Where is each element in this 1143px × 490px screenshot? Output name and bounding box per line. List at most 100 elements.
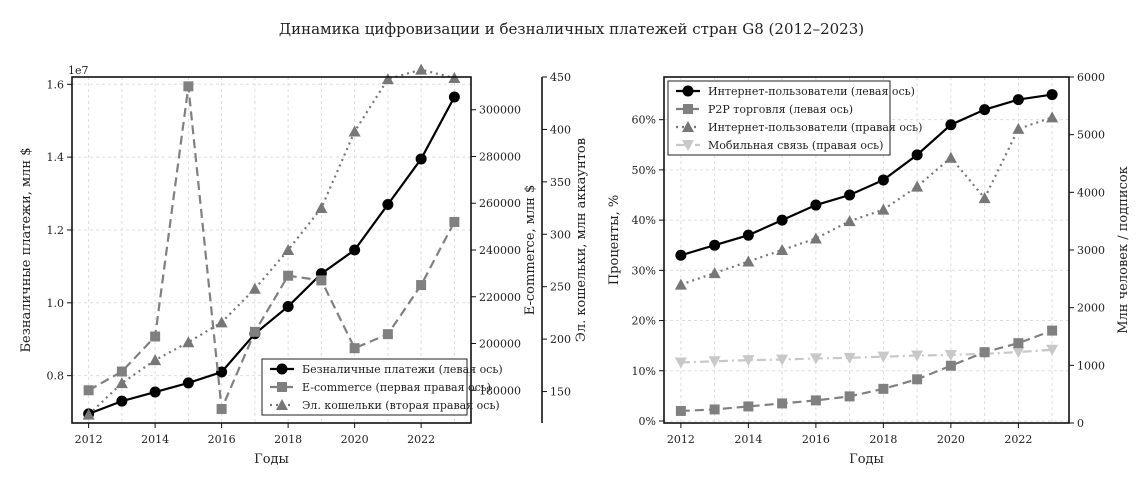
data-point [944,151,957,163]
data-point [979,347,990,358]
x-tick-label: 2020 [937,433,965,446]
x-tick-label: 2016 [208,433,236,446]
series-line-1 [88,86,456,414]
data-point [709,404,720,415]
series-line-0 [88,96,456,415]
data-point [381,73,394,85]
x-axis-label: Годы [849,452,884,467]
x-tick-label: 2018 [869,433,897,446]
data-point [810,395,821,406]
y-axis-label-right2: Эл. кошельки, млн аккаунтов [574,138,589,342]
data-point [215,316,228,328]
y-tick-label-right: 2000 [1077,302,1105,315]
x-axis-label: Годы [254,452,289,467]
data-point [843,352,856,364]
y-axis-label-right: Млн человек / подписок [1116,166,1131,334]
legend-digital: Интернет-пользователи (левая ось) P2P тор… [667,80,922,156]
x-tick-label: 2012 [667,433,695,446]
y-tick-label-right1: 280000 [479,150,521,163]
series-line-1 [680,329,1053,413]
data-point [675,405,686,416]
data-point [844,189,856,201]
y-tick-label-right2: 450 [550,71,571,84]
y-tick-label-right: 6000 [1077,71,1105,84]
data-point [449,216,460,227]
data-point [776,214,788,226]
data-point [911,149,923,161]
y-tick-label: 20% [632,315,656,328]
legend-label: Интернет-пользователи (правая ось) [708,121,922,134]
y-tick-label-right2: 150 [550,386,571,399]
data-point [877,351,890,363]
data-point [182,377,194,389]
data-point [1046,111,1059,123]
data-point [743,401,754,412]
series-line-2 [680,116,1053,286]
data-point [116,366,127,377]
legend-marker [276,363,288,375]
data-point [348,125,361,137]
data-point [742,355,755,367]
data-point [675,249,687,261]
data-point [742,229,754,241]
data-point [115,377,128,389]
data-point [911,180,924,192]
series-line-0 [680,93,1053,257]
y-tick-label-right: 4000 [1077,186,1105,199]
legend-marker [682,121,694,132]
y-tick-label-right: 5000 [1077,129,1105,142]
data-point [944,349,957,361]
y-tick-label: 60% [632,114,656,127]
data-point [315,202,328,214]
data-point [282,244,295,255]
y-tick-label: 50% [632,164,656,177]
data-point [810,199,822,211]
data-point [708,267,721,279]
y-offset-text: 1e7 [68,64,89,77]
panel-digital: 2012 2014 2016 2018 2020 2022 Годы 0% 10% 20% 30% 4… [607,71,1131,467]
panel-cashless: 2012 2014 2016 2018 2020 2022 Годы 0.8 1.0 1.2 1.4… [19,63,589,467]
legend-marker [277,382,287,392]
data-point [877,174,889,186]
data-point [1013,338,1024,349]
x-tick-label: 2014 [734,433,762,446]
data-point [709,239,721,251]
y-tick-label-right: 0 [1077,417,1084,430]
data-point [708,356,721,368]
data-point [382,329,393,340]
y-tick-label: 30% [632,264,656,277]
series-line-2 [87,68,455,416]
y-tick-label-right2: 200 [550,333,571,346]
data-point [415,153,427,165]
x-tick-label: 2016 [802,433,830,446]
y-tick-label-right1: 220000 [479,291,521,304]
data-point [316,275,327,286]
x-tick-label: 2014 [141,433,169,446]
data-point [843,215,856,227]
data-point [945,360,956,371]
data-point [878,383,889,394]
data-point [349,244,361,256]
y-tick-label: 1.0 [47,297,65,310]
y-tick-label-right1: 240000 [479,244,521,257]
legend-marker [683,104,693,114]
y-tick-label-right1: 300000 [479,104,521,117]
y-tick-label: 10% [632,365,656,378]
legend-marker [682,85,694,97]
data-point [1012,122,1025,134]
data-point [282,300,294,312]
figure-title: Динамика цифровизации и безналичных плат… [278,20,865,38]
y-axis-label-right1: E-commerce, млн $ [523,185,538,315]
data-point [674,357,687,369]
legend-label: E-commerce (первая правая ось) [302,381,491,394]
legend-label: Мобильная связь (правая ось) [708,139,883,152]
data-point [82,408,95,420]
data-point [979,104,991,116]
data-point [283,270,294,281]
y-tick-label-right2: 400 [550,123,571,136]
data-point [912,374,923,385]
data-point [776,244,789,255]
data-point [448,91,460,103]
legend-label: Интернет-пользователи (левая ось) [708,85,915,98]
y-axis-label-left: Безналичные платежи, млн $ [19,148,34,353]
